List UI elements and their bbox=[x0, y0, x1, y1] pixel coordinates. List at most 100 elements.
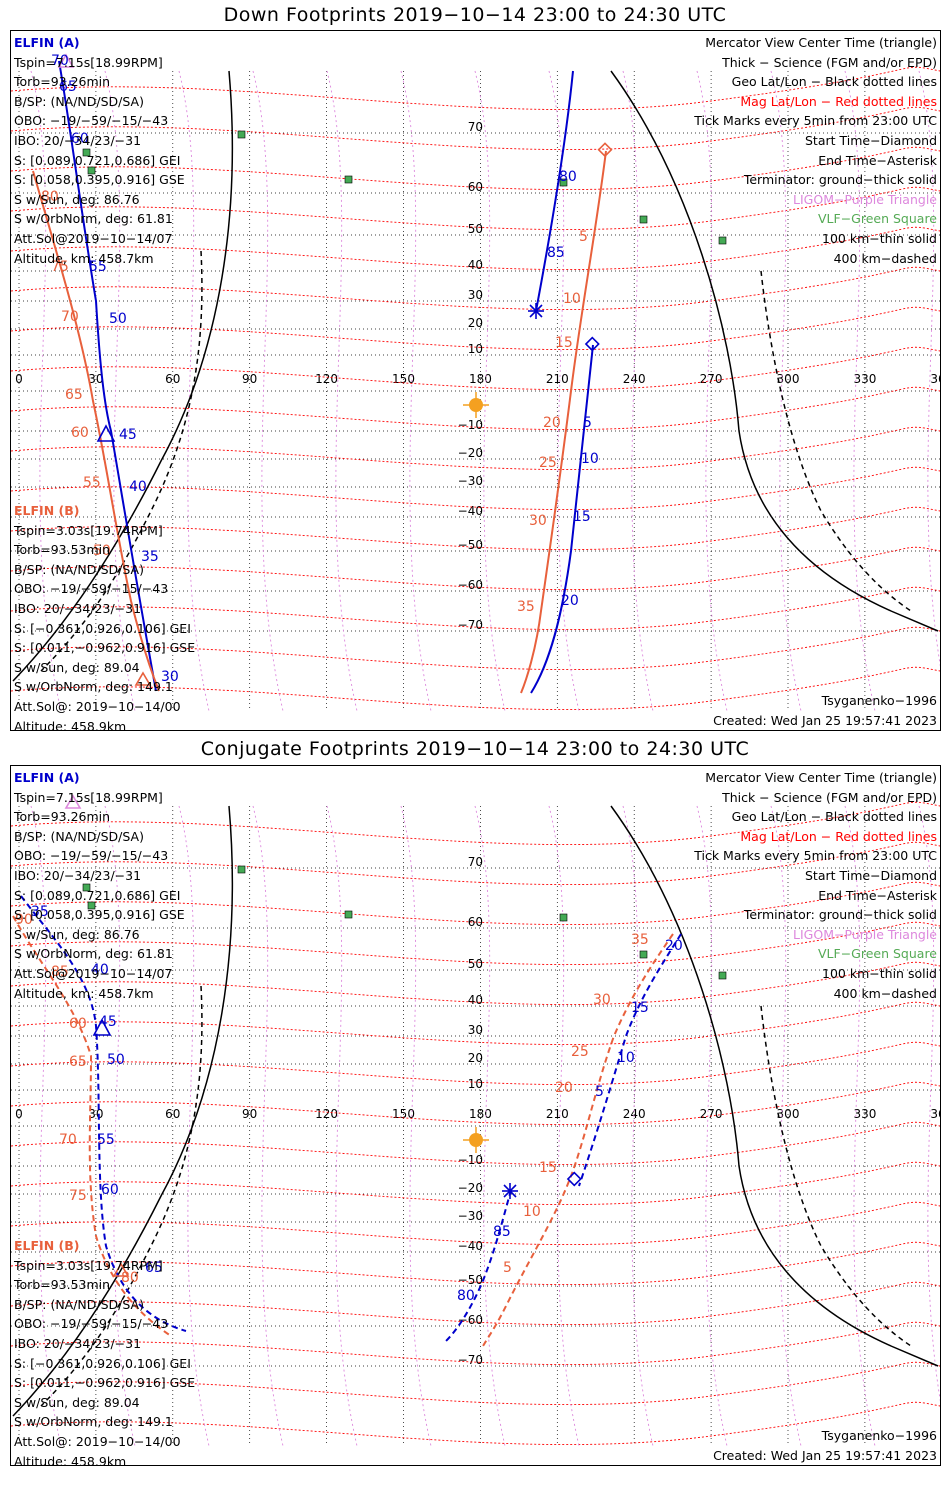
track-tick-label: 10 bbox=[581, 451, 599, 467]
elfin-a-bsp: B/SP: (NA/ND/SD/SA) bbox=[14, 828, 144, 844]
panel-title-conjugate: Conjugate Footprints 2019−10−14 23:00 to… bbox=[200, 738, 750, 760]
lon-tick-label: 90 bbox=[242, 372, 257, 386]
legend-400km: 400 km−dashed bbox=[833, 250, 937, 266]
elfin-a-gse: S: [0.058,0.395,0.916] GSE bbox=[14, 907, 185, 923]
track-tick-label: 10 bbox=[563, 291, 581, 307]
elfin-b-track-left bbox=[32, 170, 160, 692]
conjugate-map-grid: 0 30 60 90 120 150 180 210 240 270 300 330 360 70 60 50… bbox=[11, 801, 940, 1447]
legend-vlf: VLF−Green Square bbox=[817, 211, 937, 227]
mag-lat-line bbox=[11, 386, 940, 430]
mag-lon-line bbox=[252, 805, 284, 1447]
elfin-b-conj-track-left bbox=[12, 915, 172, 1337]
mag-lat-line bbox=[11, 1361, 940, 1405]
track-tick-label: 20 bbox=[555, 1080, 573, 1096]
mag-lat-line bbox=[11, 1321, 940, 1365]
lat-tick-label: 30 bbox=[468, 1023, 483, 1037]
elfin-b-start-diamond bbox=[597, 142, 613, 158]
mag-lon-line bbox=[30, 805, 62, 1447]
mag-lon-line bbox=[696, 70, 728, 712]
model-label: Tsyganenko−1996 bbox=[821, 693, 937, 708]
elfin-b-attsol: Att.Sol@: 2019−10−14/00 bbox=[14, 1433, 181, 1449]
track-tick-label: 25 bbox=[539, 455, 557, 471]
track-tick-label: 20 bbox=[561, 593, 579, 609]
elfin-b-center-triangle bbox=[112, 1262, 130, 1277]
legend-thick: Thick − Science (FGM and/or EPD) bbox=[722, 54, 937, 70]
elfin-a-end-asterisk bbox=[528, 303, 544, 319]
mag-lat-line bbox=[11, 1121, 940, 1165]
conjugate-track-labels: 3540455055606590856065707580201510535302… bbox=[15, 904, 683, 1304]
track-tick-label: 90 bbox=[15, 912, 33, 928]
elfin-a-torb: Torb=93.26min bbox=[14, 809, 111, 825]
elfin-b-conj-track-right bbox=[482, 933, 674, 1347]
mag-lon-line bbox=[696, 805, 728, 1447]
lon-tick-label: 210 bbox=[546, 372, 569, 386]
legend-100km: 100 km−thin solid bbox=[822, 965, 937, 981]
lat-tick-label: −60 bbox=[458, 578, 483, 592]
elfin-b-obo: OBO: −19/−59/−15/−43 bbox=[14, 581, 169, 597]
mag-lon-line bbox=[178, 70, 210, 712]
track-tick-label: 5 bbox=[583, 415, 592, 431]
track-tick-label: 80 bbox=[559, 169, 577, 185]
lat-tick-label: 70 bbox=[468, 120, 483, 134]
elfin-b-header: ELFIN (B) bbox=[14, 503, 80, 518]
lon-tick-label: 60 bbox=[165, 372, 180, 386]
lon-tick-label: 240 bbox=[623, 372, 646, 386]
lon-tick-label: 30 bbox=[88, 372, 103, 386]
mag-lon-line bbox=[548, 70, 580, 712]
track-tick-label: 30 bbox=[161, 669, 179, 685]
track-tick-label: 35 bbox=[517, 599, 535, 615]
track-tick-label: 75 bbox=[69, 1188, 87, 1204]
lon-tick-label: 300 bbox=[777, 1107, 800, 1121]
mag-lon-line bbox=[104, 805, 136, 1447]
terminator-west bbox=[12, 70, 234, 682]
track-tick-label: 85 bbox=[493, 1224, 511, 1240]
mag-lon-line bbox=[474, 70, 506, 712]
track-tick-label: 55 bbox=[97, 1132, 115, 1148]
elfin-a-obo: OBO: −19/−59/−15/−43 bbox=[14, 113, 169, 129]
legend-end: End Time−Asterisk bbox=[818, 887, 937, 903]
mag-lat-line bbox=[11, 306, 940, 350]
mag-lon-line bbox=[400, 805, 432, 1447]
elfin-b-tspin: Tspin=3.03s[19.74RPM] bbox=[14, 522, 163, 538]
elfin-b-bsp: B/SP: (NA/ND/SD/SA) bbox=[14, 1296, 144, 1312]
track-tick-label: 25 bbox=[571, 1044, 589, 1060]
track-tick-label: 65 bbox=[69, 1054, 87, 1070]
elfin-a-tspin: Tspin=7.15s[18.99RPM] bbox=[14, 789, 163, 805]
mag-lat-line bbox=[11, 426, 940, 470]
elfin-a-ibo: IBO: 20/−34/23/−31 bbox=[14, 867, 142, 883]
lon-tick-label: 360 bbox=[930, 372, 940, 386]
track-tick-label: 20 bbox=[543, 415, 561, 431]
track-tick-label: 10 bbox=[523, 1204, 541, 1220]
track-tick-label: 70 bbox=[51, 53, 69, 69]
elfin-b-orbnorm: S w/OrbNorm, deg: 149.1 bbox=[14, 1414, 173, 1430]
terminator-east bbox=[610, 70, 939, 632]
track-tick-label: 55 bbox=[83, 475, 101, 491]
elfin-a-orbnorm: S w/OrbNorm, deg: 61.81 bbox=[14, 211, 173, 227]
elfin-b-gse: S: [0.011,−0.962,0.916] GSE bbox=[14, 640, 196, 656]
legend-start: Start Time−Diamond bbox=[804, 867, 937, 883]
track-tick-label: 10 bbox=[617, 1050, 635, 1066]
track-tick-label: 20 bbox=[665, 938, 683, 954]
mag-lat-line bbox=[11, 961, 940, 1005]
track-tick-label: 35 bbox=[141, 549, 159, 565]
elfin-a-attsol: Att.Sol@2019−10−14/07 bbox=[14, 965, 173, 981]
elfin-a-conj-track-left bbox=[20, 895, 187, 1332]
track-tick-label: 40 bbox=[129, 479, 147, 495]
mag-lat-line bbox=[11, 1241, 940, 1285]
legend-ligom: LIGOM−Purple Triangle bbox=[793, 926, 937, 942]
elfin-b-ibo: IBO: 20/−34/23/−31 bbox=[14, 1335, 142, 1351]
elfin-b-center-triangle bbox=[134, 671, 152, 686]
lat-tick-label: −40 bbox=[458, 1239, 483, 1253]
mag-lat-line bbox=[11, 841, 940, 885]
mag-lat-line bbox=[11, 266, 940, 310]
legend-ligom: LIGOM−Purple Triangle bbox=[793, 191, 937, 207]
elfin-a-obo: OBO: −19/−59/−15/−43 bbox=[14, 848, 169, 864]
lat-tick-label: −50 bbox=[458, 1273, 483, 1287]
track-tick-label: 15 bbox=[573, 509, 591, 525]
track-tick-label: 50 bbox=[109, 311, 127, 327]
lon-tick-label: 330 bbox=[853, 372, 876, 386]
elfin-b-obo: OBO: −19/−59/−15/−43 bbox=[14, 1316, 169, 1332]
lat-tick-label: −20 bbox=[458, 446, 483, 460]
mag-lat-line bbox=[11, 921, 940, 965]
elfin-b-attsol: Att.Sol@: 2019−10−14/00 bbox=[14, 698, 181, 714]
